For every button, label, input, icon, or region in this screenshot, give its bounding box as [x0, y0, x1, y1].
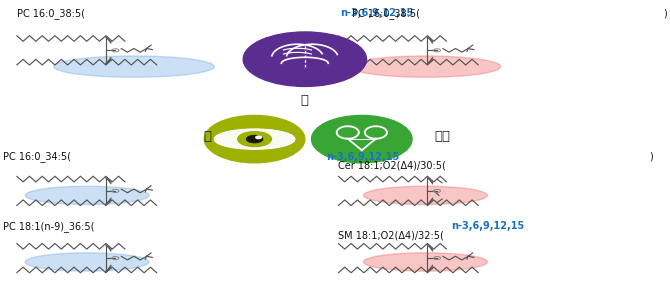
Text: PC 16:0_34:5(: PC 16:0_34:5(: [3, 152, 71, 162]
Text: 精巣: 精巣: [434, 130, 450, 143]
Text: n-3,6,9,12,15: n-3,6,9,12,15: [451, 221, 524, 231]
Ellipse shape: [25, 253, 149, 271]
Text: PC 16:0_38:5(: PC 16:0_38:5(: [352, 8, 419, 19]
Text: n-3,6,9,12,15: n-3,6,9,12,15: [326, 152, 400, 162]
Ellipse shape: [363, 253, 488, 271]
Text: 眼: 眼: [204, 130, 212, 143]
Ellipse shape: [363, 186, 488, 205]
Ellipse shape: [312, 115, 412, 163]
Text: ): ): [650, 152, 653, 162]
Text: SM 18:1;O2(Δ4)/32:5(: SM 18:1;O2(Δ4)/32:5(: [338, 230, 444, 240]
Ellipse shape: [204, 115, 305, 163]
Ellipse shape: [350, 56, 500, 77]
Circle shape: [247, 136, 263, 143]
Text: PC 18:1(n-9)_36:5(: PC 18:1(n-9)_36:5(: [3, 221, 95, 232]
Circle shape: [243, 32, 366, 86]
Circle shape: [238, 132, 271, 147]
Ellipse shape: [25, 186, 149, 205]
Ellipse shape: [54, 56, 214, 77]
Polygon shape: [214, 129, 295, 149]
Circle shape: [256, 136, 261, 139]
Text: PC 16:0_38:5(: PC 16:0_38:5(: [17, 8, 84, 19]
Text: Cer 18:1;O2(Δ4)/30:5(: Cer 18:1;O2(Δ4)/30:5(: [338, 161, 446, 171]
Text: 脳: 脳: [301, 94, 309, 107]
Text: n-3,6,9,12,15: n-3,6,9,12,15: [340, 8, 413, 18]
Text: ): ): [663, 8, 667, 18]
